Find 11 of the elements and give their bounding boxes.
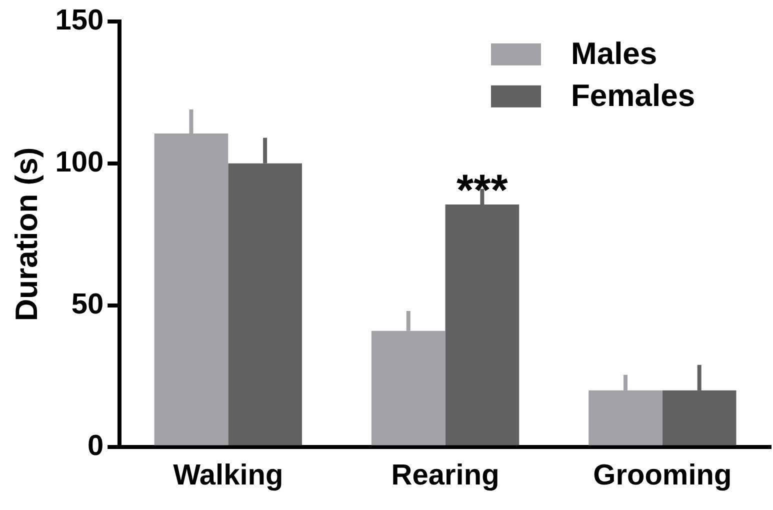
legend-label: Females: [571, 78, 696, 113]
y-tick-label: 100: [55, 146, 104, 178]
annotation: ***: [456, 166, 509, 215]
y-tick-label: 50: [71, 288, 104, 320]
legend-label: Males: [571, 36, 658, 71]
x-tick-label: Rearing: [391, 460, 500, 492]
x-tick-label: Walking: [173, 460, 284, 492]
y-axis-title: Duration (s): [9, 147, 44, 322]
x-tick-label: Grooming: [593, 460, 732, 492]
y-tick-label: 0: [87, 430, 104, 462]
y-tick-label: 150: [55, 4, 104, 36]
